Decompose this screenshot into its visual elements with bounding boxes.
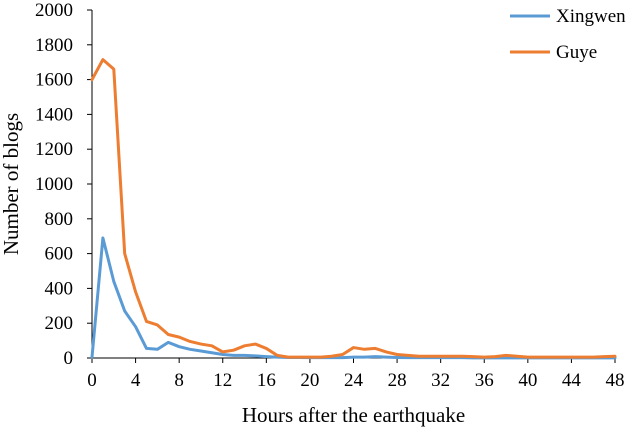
x-tick-label: 8 (174, 370, 184, 391)
x-tick-label: 48 (606, 370, 625, 391)
x-tick-label: 44 (562, 370, 582, 391)
legend-label-guye: Guye (556, 42, 597, 63)
y-tick-label: 1600 (35, 70, 73, 91)
x-tick-label: 32 (431, 370, 450, 391)
y-axis-title: Number of blogs (0, 113, 23, 255)
x-tick-label: 36 (475, 370, 494, 391)
legend-label-xingwen: Xingwen (556, 6, 626, 27)
y-tick-label: 1800 (35, 35, 73, 56)
x-tick-label: 0 (87, 370, 97, 391)
x-tick-label: 4 (131, 370, 141, 391)
x-tick-label: 28 (388, 370, 407, 391)
y-tick-label: 1200 (35, 139, 73, 160)
series-line-xingwen (90, 236, 617, 360)
y-tick-label: 1400 (35, 104, 73, 125)
x-tick-label: 20 (300, 370, 319, 391)
series-layer (90, 58, 617, 360)
y-tick-label: 0 (64, 348, 74, 369)
y-tick-label: 200 (45, 313, 74, 334)
legend: Xingwen Guye (510, 6, 626, 63)
series-line-guye (90, 58, 617, 359)
y-tick-label: 2000 (35, 0, 73, 21)
x-tick-label: 24 (344, 370, 364, 391)
y-tick-label: 1000 (35, 174, 73, 195)
x-tick-label: 12 (213, 370, 232, 391)
x-axis-title: Hours after the earthquake (242, 403, 465, 427)
y-tick-label: 400 (45, 278, 74, 299)
x-tick-label: 40 (518, 370, 537, 391)
x-tick-label: 16 (257, 370, 276, 391)
x-axis-ticks: 0 4 8 12 16 20 24 28 32 36 40 44 48 (87, 358, 625, 391)
y-tick-label: 800 (45, 209, 74, 230)
y-tick-label: 600 (45, 244, 74, 265)
y-axis-ticks: 0 200 400 600 800 1000 1200 1400 1600 1800 2000 (35, 0, 92, 369)
